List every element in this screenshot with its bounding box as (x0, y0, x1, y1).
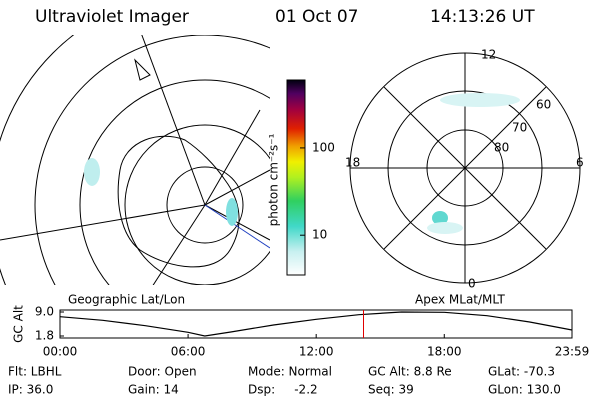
info-field: GLon: 130.0 (488, 383, 561, 397)
x-tick-label: 00:00 (43, 345, 78, 359)
mlt-label: 18 (345, 156, 360, 170)
mlat-label: 60 (536, 98, 551, 112)
y-tick-label: 1.8 (35, 329, 54, 343)
info-field: Dsp: -2.2 (248, 383, 318, 397)
x-tick-label: 18:00 (427, 345, 462, 359)
date: 01 Oct 07 (275, 7, 358, 27)
title: Ultraviolet Imager (35, 7, 189, 27)
geographic-map (0, 35, 270, 285)
x-tick-label: 12:00 (299, 345, 334, 359)
mlt-label: 12 (481, 48, 496, 62)
colorbar-tick-label: 100 (312, 140, 335, 154)
info-field: Flt: LBHL (8, 365, 62, 379)
colorbar-label: photon cm⁻²s⁻¹ (267, 133, 281, 226)
colorbar-tick-label: 10 (312, 228, 327, 242)
mlat-label: 70 (512, 121, 527, 135)
mlat-label: 80 (494, 141, 509, 155)
info-field: IP: 36.0 (8, 383, 53, 397)
info-field: GLat: -70.3 (488, 365, 555, 379)
x-tick-label: 06:00 (171, 345, 206, 359)
info-field: Door: Open (128, 365, 197, 379)
mlt-label: 6 (576, 156, 584, 170)
time: 14:13:26 UT (430, 7, 535, 27)
y-tick-label: 9.0 (35, 305, 54, 319)
left-map-label: Geographic Lat/Lon (68, 293, 185, 307)
mlt-map (349, 52, 581, 284)
colorbar (286, 79, 306, 276)
y-axis-label: GC Alt (12, 305, 26, 343)
right-map-label: Apex MLat/MLT (415, 293, 505, 307)
info-field: Mode: Normal (248, 365, 332, 379)
info-field: GC Alt: 8.8 Re (368, 365, 452, 379)
altitude-line (59, 311, 573, 337)
info-field: Seq: 39 (368, 383, 414, 397)
info-field: Gain: 14 (128, 383, 179, 397)
mlt-label: 0 (468, 277, 476, 291)
x-tick-label: 23:59 (555, 345, 590, 359)
